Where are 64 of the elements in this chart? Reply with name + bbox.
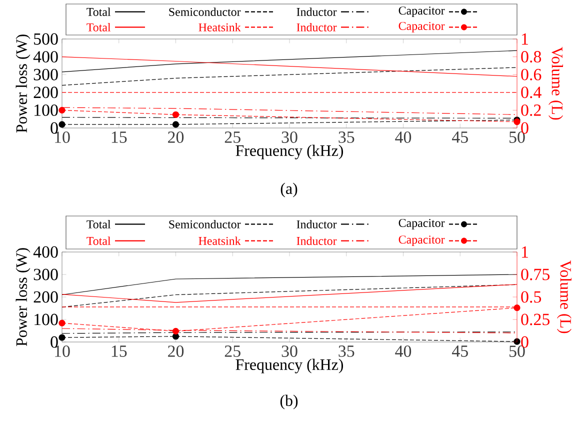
x-tick-label: 15 — [112, 132, 127, 143]
legend-label: Heatsink — [198, 236, 241, 245]
legend-label: Inductor — [296, 236, 337, 245]
y-tick-label: 100 — [34, 104, 58, 116]
x-tick-label: 10 — [55, 132, 70, 143]
y2-tick-label: 0 — [521, 122, 528, 134]
legend-label: Inductor — [296, 8, 337, 16]
y-axis-title: Power loss (W) — [16, 248, 30, 346]
y2-tick-label: 0.6 — [521, 68, 542, 80]
x-tick-label: 25 — [224, 132, 240, 143]
y-tick-label: 300 — [34, 68, 58, 80]
x-tick-label: 20 — [168, 132, 184, 143]
y-tick-label: 400 — [33, 51, 58, 63]
legend-label: Heatsink — [198, 22, 241, 32]
y2-axis-title: Volume (L) — [557, 260, 572, 334]
legend-label: Capacitor — [398, 6, 445, 18]
y2-tick-label: 0.5 — [521, 291, 542, 303]
legend-label: Total — [86, 22, 111, 32]
y-tick-label: 300 — [34, 268, 58, 280]
legend-label: Total — [86, 220, 111, 228]
legend-label: Capacitor — [398, 218, 445, 230]
y2-tick-label: 0 — [521, 336, 528, 348]
y-tick-label: 0 — [50, 122, 58, 134]
text: (b) — [280, 394, 298, 410]
y2-axis-title: Volume (L) — [548, 46, 563, 120]
x-tick-label: 50 — [510, 132, 525, 143]
legend-label: Inductor — [296, 220, 337, 228]
x-tick-label: 10 — [55, 346, 70, 357]
x-tick-label: 35 — [338, 132, 354, 143]
y2-tick-label: 1 — [522, 33, 528, 45]
y2-tick-label: 0.8 — [521, 51, 542, 63]
x-tick-label: 15 — [112, 346, 127, 357]
x-tick-label: 35 — [338, 346, 354, 357]
x-axis-title: Frequency (kHz) — [236, 358, 344, 374]
x-tick-label: 45 — [452, 132, 468, 143]
y2-tick-label: 0.4 — [521, 86, 542, 98]
x-tick-label: 50 — [510, 346, 525, 357]
y-tick-label: 200 — [34, 86, 58, 98]
y-tick-label: 0 — [50, 336, 58, 348]
legend-label: Total — [86, 236, 111, 245]
y-axis-title: Power loss (W) — [16, 34, 30, 133]
y2-tick-label: 0.2 — [521, 104, 541, 116]
legend-label: Semiconductor — [169, 8, 241, 16]
y2-tick-label: 0.25 — [521, 314, 550, 326]
y-tick-label: 400 — [33, 246, 58, 258]
text: (a) — [280, 182, 298, 198]
y-tick-label: 500 — [34, 33, 58, 45]
legend-label: Capacitor — [398, 236, 445, 246]
y-tick-label: 100 — [34, 314, 58, 326]
y2-tick-label: 0.75 — [521, 268, 550, 280]
x-tick-label: 30 — [282, 346, 298, 357]
x-tick-label: 45 — [452, 346, 468, 357]
x-tick-label: 40 — [395, 132, 412, 143]
x-tick-label: 30 — [282, 132, 298, 143]
legend-label: Capacitor — [398, 22, 445, 32]
x-tick-label: 25 — [224, 346, 240, 357]
x-axis-title: Frequency (kHz) — [236, 144, 344, 160]
x-tick-label: 20 — [168, 346, 184, 357]
legend-label: Semiconductor — [169, 220, 241, 228]
legend-label: Total — [86, 8, 111, 16]
y2-tick-label: 1 — [522, 246, 528, 258]
y-tick-label: 200 — [34, 291, 58, 303]
x-tick-label: 40 — [395, 346, 412, 357]
legend-label: Inductor — [296, 22, 337, 32]
